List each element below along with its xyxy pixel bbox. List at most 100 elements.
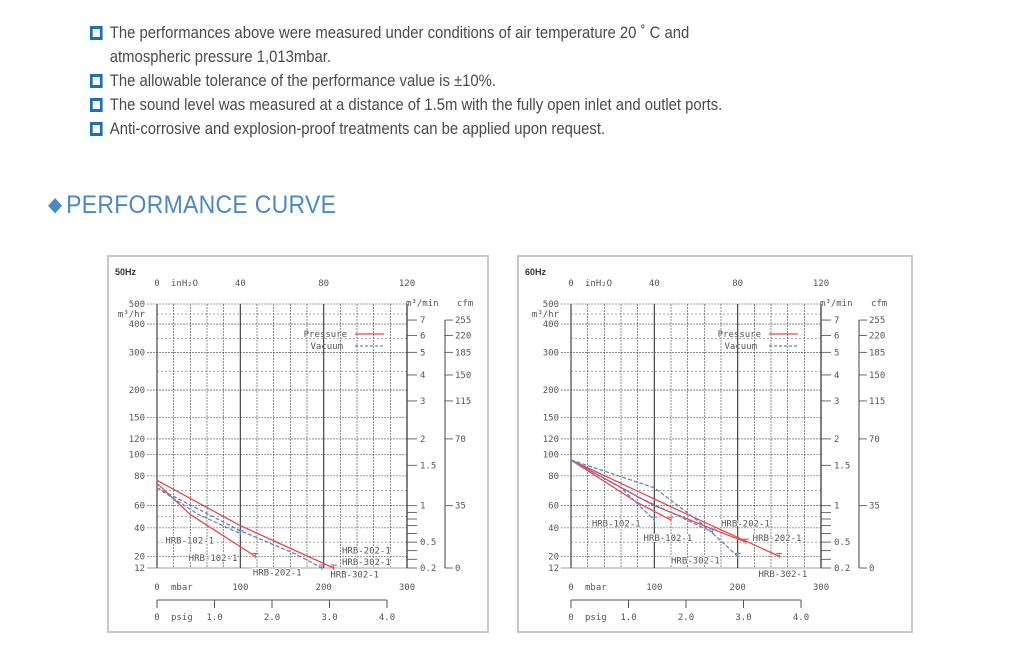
note-text: The performances above were measured und…	[109, 24, 690, 42]
performance-chart-50hz: 500 400 300 200 150 120 100 80 60 40 20 12 m³/hr 50Hz…	[107, 255, 489, 633]
right-axis-tick-label: 0.2	[834, 564, 850, 574]
legend-label: Vacuum	[310, 342, 343, 352]
right-axis-tick-label: 2	[420, 435, 425, 445]
chart-title: 60Hz	[525, 267, 547, 277]
psig-axis-label: psig	[171, 613, 193, 623]
right-axis-label: m³/min	[820, 299, 853, 309]
cfm-tick-label: 150	[869, 371, 885, 381]
series-line-vacuum-hrb-202-1	[570, 459, 713, 533]
y-tick-label: 20	[134, 552, 145, 562]
y-tick-label: 60	[134, 502, 145, 512]
cfm-tick-label: 150	[455, 371, 471, 381]
right-axis-label: m³/min	[406, 299, 439, 309]
model-label: HRB-302-1	[759, 570, 808, 580]
y-tick-label: 500	[543, 300, 559, 310]
right-axis-tick-label: 4	[834, 371, 839, 381]
right-axis-tick-label: 7	[834, 316, 839, 326]
psig-tick-label: 1.0	[206, 613, 222, 623]
series-line-vacuum-hrb-102-1	[570, 459, 655, 521]
cfm-tick-label: 185	[455, 348, 471, 358]
note-text-continued: atmospheric pressure 1,013mbar.	[109, 48, 332, 66]
x-tick-label: 300	[813, 583, 829, 593]
y-tick-label: 120	[129, 435, 145, 445]
cfm-tick-label: 0	[455, 564, 460, 574]
cfm-tick-label: 70	[455, 435, 466, 445]
y-tick-label: 300	[129, 348, 145, 358]
y-tick-label: 12	[548, 564, 559, 574]
right-axis-tick-label: 1	[834, 502, 839, 512]
cfm-tick-label: 35	[455, 502, 466, 512]
series-end-marker	[330, 564, 337, 570]
psig-tick-label: 3.0	[321, 613, 337, 623]
psig-tick-label: 0	[568, 613, 573, 623]
y-tick-label: 400	[543, 320, 559, 330]
square-bullet-icon	[90, 122, 103, 136]
y-tick-label: 150	[129, 413, 145, 423]
series-line-pressure-hrb-202-1-hrb-302-1	[156, 479, 334, 569]
x-tick-label: 200	[730, 583, 746, 593]
model-label: HRB-102-1	[165, 537, 214, 547]
psig-tick-label: 4.0	[793, 613, 809, 623]
top-axis-tick-label: 80	[732, 279, 743, 289]
psig-tick-label: 2.0	[264, 613, 280, 623]
top-axis-tick-label: 0	[154, 279, 159, 289]
series-end-marker	[776, 552, 783, 559]
x-tick-label: 0	[154, 583, 159, 593]
square-bullet-icon	[90, 26, 103, 40]
right-axis-tick-label: 2	[834, 435, 839, 445]
x-tick-label: 100	[646, 583, 662, 593]
psig-tick-label: 1.0	[620, 613, 636, 623]
series-end-marker	[319, 564, 325, 570]
top-axis-tick-label: 80	[318, 279, 329, 289]
cfm-tick-label: 115	[869, 397, 885, 407]
note-item: Anti-corrosive and explosion-proof treat…	[90, 117, 722, 141]
y-tick-label: 60	[548, 502, 559, 512]
y-tick-label: 120	[543, 435, 559, 445]
chart-title: 50Hz	[115, 267, 137, 277]
x-tick-label: 0	[568, 583, 573, 593]
right-axis-tick-label: 3	[834, 397, 839, 407]
chart-svg: 5004003002001501201008060402012m³/hr50Hz…	[115, 267, 473, 623]
chart-svg: 5004003002001501201008060402012m³/hr60Hz…	[525, 267, 887, 623]
psig-tick-label: 2.0	[678, 613, 694, 623]
series-line-pressure-hrb-102-1	[570, 459, 672, 521]
square-bullet-icon	[90, 98, 103, 112]
legend-label: Pressure	[718, 330, 761, 340]
notes-list: The performances above were measured und…	[90, 21, 722, 141]
note-item: The performances above were measured und…	[90, 21, 722, 69]
cfm-tick-label: 35	[869, 502, 880, 512]
cfm-tick-label: 220	[455, 331, 471, 341]
right-axis-tick-label: 0.5	[420, 538, 436, 548]
x-axis-label: mbar	[171, 583, 193, 593]
right-axis-tick-label: 0.5	[834, 538, 850, 548]
series-end-marker	[252, 552, 259, 559]
model-label: HRB-202-1	[253, 568, 302, 578]
right-axis-tick-label: 4	[420, 371, 425, 381]
y-tick-label: 80	[548, 472, 559, 482]
y-tick-label: 100	[543, 451, 559, 461]
y-axis-label: m³/hr	[118, 310, 146, 320]
model-label: HRB-102-1	[592, 519, 641, 529]
x-tick-label: 300	[399, 583, 415, 593]
series-line-pressure-hrb-302-1	[570, 459, 780, 557]
series-end-marker	[651, 516, 658, 523]
y-tick-label: 150	[543, 413, 559, 423]
diamond-icon: ◆	[48, 194, 63, 216]
cfm-tick-label: 115	[455, 397, 471, 407]
square-bullet-icon	[90, 74, 103, 88]
note-text: Anti-corrosive and explosion-proof treat…	[109, 120, 606, 138]
cfm-tick-label: 220	[869, 331, 885, 341]
note-item: The allowable tolerance of the performan…	[90, 69, 722, 93]
series-end-marker	[734, 552, 741, 559]
y-tick-label: 400	[129, 320, 145, 330]
right-axis-tick-label: 7	[420, 316, 425, 326]
legend-label: Vacuum	[724, 342, 757, 352]
note-text: The allowable tolerance of the performan…	[109, 72, 497, 90]
model-label: HRB-302-1	[342, 558, 391, 568]
x-tick-label: 200	[316, 583, 332, 593]
right-axis-tick-label: 5	[834, 348, 839, 358]
psig-tick-label: 3.0	[735, 613, 751, 623]
right-axis-tick-label: 1.5	[834, 461, 850, 471]
right-axis-tick-label: 3	[420, 397, 425, 407]
series-end-marker	[709, 528, 716, 535]
